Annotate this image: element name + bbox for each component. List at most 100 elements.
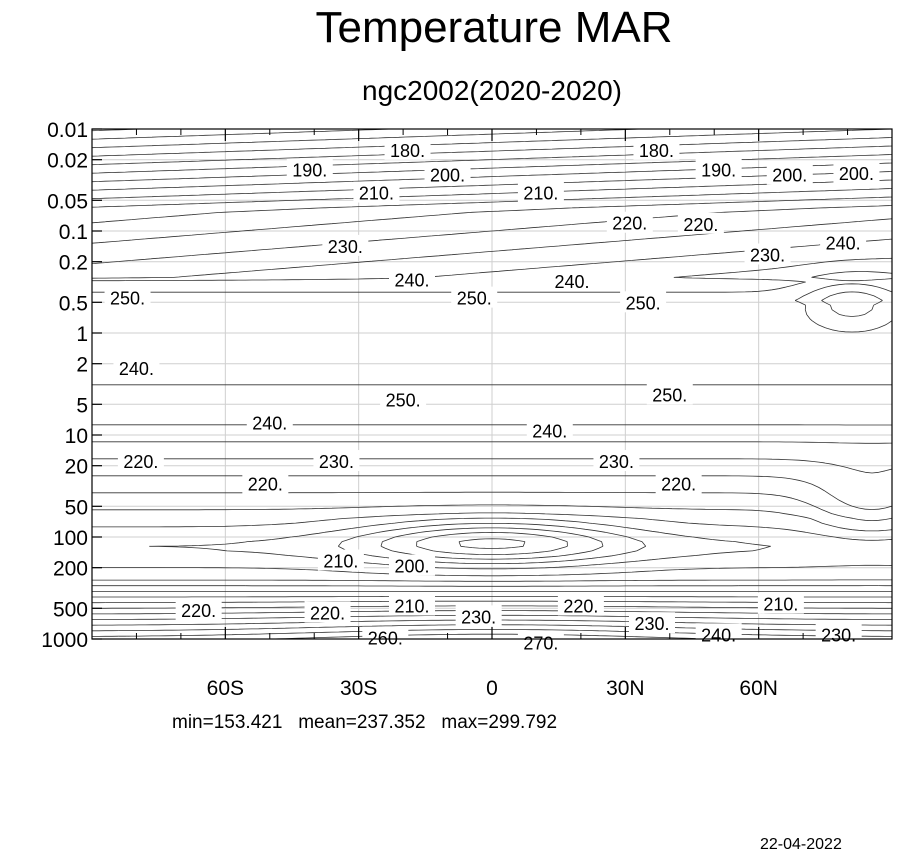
contour-label-bg (695, 158, 742, 180)
contour-label: 200. (839, 164, 874, 184)
contour-label-bg (526, 419, 573, 441)
contour-label: 240. (119, 359, 154, 379)
contour-label: 220. (612, 214, 647, 234)
contour-label: 230. (319, 452, 354, 472)
contour-label-bg (677, 212, 724, 234)
contour-label-bg (593, 450, 640, 472)
contour-line (91, 128, 643, 149)
x-tick-label: 0 (486, 677, 498, 700)
contour-label: 240. (252, 413, 287, 433)
chart-title: Temperature MAR (315, 3, 673, 52)
y-tick-label: 200 (53, 558, 88, 581)
contour-label-bg (313, 450, 360, 472)
contour-label: 230. (328, 237, 363, 257)
contour-label-bg (424, 163, 471, 185)
contour-label-bg (517, 631, 564, 653)
contour-label: 270. (523, 633, 558, 653)
contour-label: 250. (457, 289, 492, 309)
contour-line (91, 218, 893, 604)
y-tick-label: 0.5 (59, 292, 88, 315)
contour-label: 230. (634, 614, 669, 634)
contour-label: 210. (359, 184, 394, 204)
contour-label-bg (455, 605, 502, 627)
y-tick-label: 20 (65, 456, 88, 479)
grid-lines (92, 128, 892, 640)
contour-label: 220. (310, 604, 345, 624)
contour-labels: 180. 180. 190. 190. 200. 200. 200. 210. 210. 220.… (104, 138, 880, 653)
contour-label-bg (517, 181, 564, 203)
chart-subtitle: ngc2002(2020-2020) (362, 75, 622, 106)
y-tick-label: 0.05 (47, 190, 88, 213)
contour-label: 210. (523, 184, 558, 204)
contour-label-bg (242, 472, 289, 494)
contour-label: 180. (639, 141, 674, 161)
contour-label: 230. (750, 246, 785, 266)
contour-label-bg (620, 291, 667, 313)
date-stamp: 22-04-2022 (760, 836, 842, 853)
contour-label: 220. (563, 597, 598, 617)
contour-label: 250. (652, 385, 687, 405)
y-tick-label: 500 (53, 598, 88, 621)
contour-label-bg (389, 268, 435, 290)
plot-frame (91, 128, 893, 640)
contour-label-bg (766, 163, 813, 185)
y-tick-label: 5 (76, 394, 88, 417)
stats-line: min=153.421 mean=237.352 max=299.792 (172, 712, 558, 733)
contour-label: 200. (394, 556, 429, 576)
contour-label-bg (286, 158, 333, 180)
y-tick-label: 0.01 (47, 119, 88, 142)
x-tick-label: 60S (207, 677, 244, 700)
contour-label-bg (246, 411, 293, 433)
contour-label-bg (389, 594, 435, 616)
contour-label-bg (104, 286, 151, 308)
contour-line (91, 128, 893, 549)
contour-label-bg (820, 231, 867, 253)
contour-label: 200. (772, 166, 807, 186)
contour-label-bg (549, 270, 595, 292)
contour-label-bg (655, 472, 702, 494)
contour-label-bg (353, 181, 400, 203)
contour-label: 230. (461, 607, 496, 627)
contour-lines (91, 128, 893, 640)
contour-label: 220. (683, 215, 718, 235)
contour-label-bg (362, 626, 409, 648)
contour-label: 240. (554, 272, 589, 292)
x-tick-label: 30N (606, 677, 645, 700)
y-tick-label: 0.2 (59, 252, 88, 275)
contour-line (92, 629, 892, 637)
contour-label-bg (304, 601, 351, 623)
y-tick-label: 50 (65, 496, 88, 519)
contour-label: 200. (430, 166, 465, 186)
contour-label-bg (113, 356, 160, 378)
contour-label: 230. (599, 452, 634, 472)
contour-label-bg (833, 161, 880, 183)
contour-label-bg (175, 599, 222, 621)
contour-line (91, 188, 893, 587)
contour-label-bg (322, 234, 369, 256)
y-tick-label: 10 (65, 425, 88, 448)
y-tick-label: 0.1 (59, 221, 88, 244)
y-tick-label: 100 (53, 527, 88, 550)
contour-label-bg (629, 612, 675, 634)
contour-label: 180. (390, 141, 425, 161)
y-tick-label: 1000 (41, 629, 88, 652)
y-tick-label: 1 (76, 323, 88, 346)
contour-label-bg (646, 383, 693, 405)
contour-label-bg (557, 594, 604, 616)
contour-label-bg (633, 138, 680, 160)
contour-label: 250. (110, 289, 145, 309)
contour-label: 210. (763, 595, 798, 615)
contour-label: 250. (626, 293, 661, 313)
axis-ticks: 60S 30S 0 30N 60N 0.01 0.02 0.05 0.1 0.2 0.5 1 2 5 10 2… (41, 119, 849, 700)
contour-line (91, 196, 893, 592)
contour-label: 240. (701, 625, 736, 645)
contour-label: 220. (661, 475, 696, 495)
contour-label-bg (606, 211, 653, 233)
contour-label-bg (757, 592, 804, 614)
contour-label-bg (451, 286, 498, 308)
contour-label: 210. (394, 597, 429, 617)
y-tick-label: 2 (76, 354, 88, 377)
contour-label: 220. (181, 601, 216, 621)
contour-label: 240. (394, 271, 429, 291)
